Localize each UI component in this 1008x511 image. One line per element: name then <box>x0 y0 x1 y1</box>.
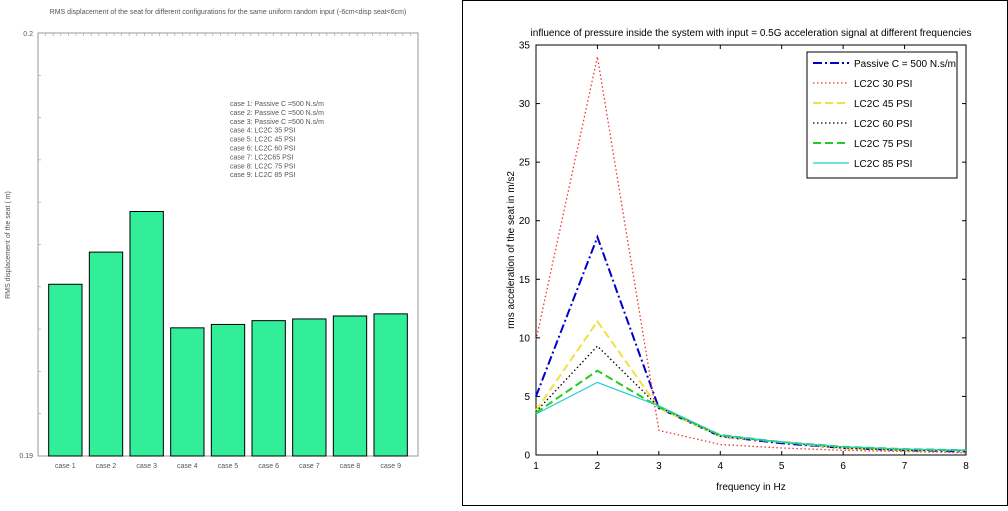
series-line-4 <box>535 345 966 451</box>
case-annotation: case 9: LC2C 85 PSI <box>230 172 295 179</box>
chart-title: influence of pressure inside the system … <box>531 28 972 39</box>
x-tick-labels: case 1 case 2 case 3 case 4 case 5 case 6 case… <box>55 463 401 470</box>
y-tick-label: 10 <box>519 333 531 344</box>
bar-chart: RMS displacement of the seat for differe… <box>0 0 462 506</box>
bar-6 <box>251 320 286 457</box>
bars <box>48 211 408 457</box>
case-annotation: case 4: LC2C 35 PSI <box>230 128 295 135</box>
y-tick-label: 35 <box>519 41 531 52</box>
case-annotation: case 6: LC2C 60 PSI <box>230 146 295 153</box>
x-tick-label: case 8 <box>340 463 361 470</box>
chart-title: RMS displacement of the seat for differe… <box>50 9 407 16</box>
case-annotation: case 1: Passive C =500 N.s/m <box>230 101 324 108</box>
x-tick-label: 5 <box>779 461 785 472</box>
x-tick-label: 1 <box>533 461 539 472</box>
x-tick-label: 6 <box>840 461 846 472</box>
line-chart-panel: influence of pressure inside the system … <box>462 0 1008 506</box>
case-annotation: case 7: LC2C65 PSI <box>230 154 293 161</box>
x-tick-label: case 7 <box>299 463 320 470</box>
y-axis-label: RMS displacement of the seat ( m) <box>5 191 12 299</box>
legend-label: LC2C 60 PSI <box>854 119 912 130</box>
bar-1 <box>48 283 83 457</box>
case-annotation: case 2: Passive C =500 N.s/m <box>230 110 324 117</box>
x-tick-label: case 2 <box>96 463 117 470</box>
x-tick-label: 7 <box>902 461 908 472</box>
x-tick-label: case 6 <box>258 463 279 470</box>
plot-area <box>535 44 967 456</box>
series-line-6 <box>535 381 967 451</box>
line-chart: influence of pressure inside the system … <box>462 0 1008 506</box>
y-tick-label: 0 <box>524 451 530 462</box>
bar-4 <box>170 327 205 457</box>
legend-box <box>806 51 958 179</box>
case-annotation: case 5: LC2C 45 PSI <box>230 137 295 144</box>
y-tick-label: 25 <box>519 158 531 169</box>
legend-label: LC2C 45 PSI <box>854 99 912 110</box>
legend-label: LC2C 75 PSI <box>854 139 912 150</box>
bar-5 <box>210 323 246 457</box>
y-tick-label-top: 0.2 <box>23 31 33 38</box>
case-annotation: case 8: LC2C 75 PSI <box>230 163 295 170</box>
x-axis-label: frequency in Hz <box>716 482 785 493</box>
x-tick-label: case 9 <box>380 463 401 470</box>
bar-3 <box>129 211 164 457</box>
y-tick-label: 30 <box>519 99 531 110</box>
y-tick-label: 15 <box>519 275 531 286</box>
x-tick-label: 3 <box>656 461 662 472</box>
legend-label: LC2C 30 PSI <box>854 79 912 90</box>
series-lines <box>535 56 967 454</box>
y-tick-label-bottom: 0.19 <box>19 453 33 460</box>
x-tick-label: 2 <box>595 461 601 472</box>
x-tick-label: 8 <box>963 461 969 472</box>
legend-label: Passive C = 500 N.s/m <box>854 59 956 70</box>
y-tick-label: 5 <box>524 392 530 403</box>
x-tick-label: case 3 <box>136 463 157 470</box>
axis-ticks: 1 2 3 4 5 6 7 8 0 5 10 15 20 25 30 35 <box>519 41 969 473</box>
axis-ticks <box>37 32 419 457</box>
case-annotations: case 1: Passive C =500 N.s/m case 2: Pass… <box>230 101 324 179</box>
bar-chart-panel: RMS displacement of the seat for differe… <box>0 0 462 506</box>
bar-8 <box>332 315 368 457</box>
bar-9 <box>373 313 408 457</box>
x-tick-label: case 4 <box>177 463 198 470</box>
x-tick-label: case 1 <box>55 463 76 470</box>
x-tick-label: case 5 <box>218 463 239 470</box>
series-line-2 <box>535 56 967 454</box>
y-axis-label: rms acceleration of the seat in m/s2 <box>506 171 517 329</box>
legend-label: LC2C 85 PSI <box>854 159 912 170</box>
x-tick-label: 4 <box>718 461 724 472</box>
legend: Passive C = 500 N.s/m LC2C 30 PSI LC2C 45 … <box>806 51 958 179</box>
bar-7 <box>292 318 327 457</box>
y-tick-label: 20 <box>519 216 531 227</box>
case-annotation: case 3: Passive C =500 N.s/m <box>230 119 324 126</box>
bar-2 <box>88 251 124 457</box>
